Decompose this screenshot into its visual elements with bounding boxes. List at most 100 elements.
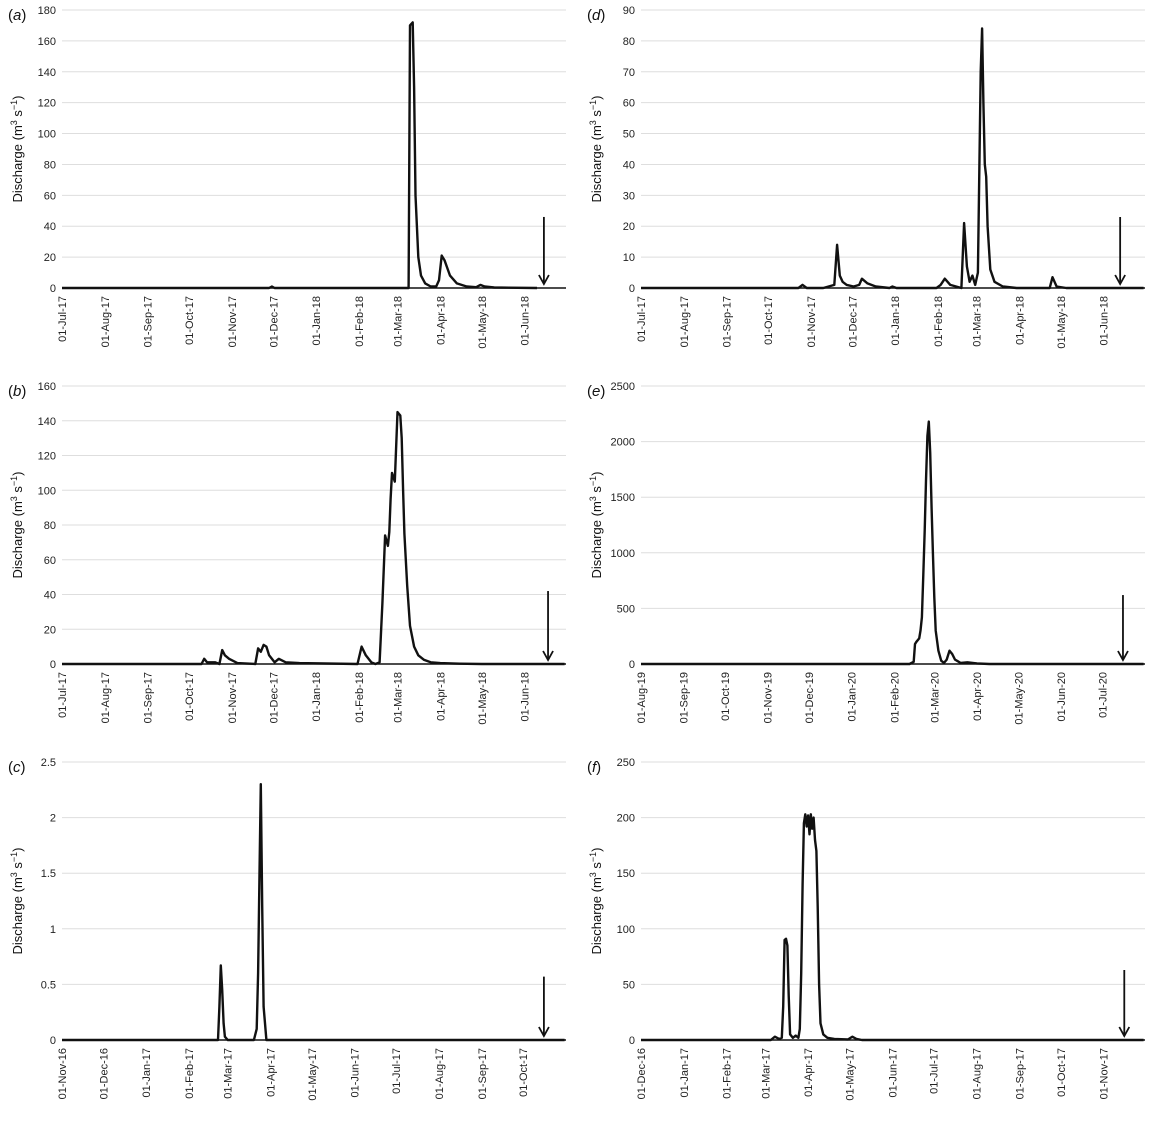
x-tick-label: 01-Sep-17: [143, 296, 155, 347]
x-tick-label: 01-Jul-17: [57, 296, 69, 342]
y-tick-label: 160: [38, 381, 56, 393]
arrow-head: [538, 1026, 550, 1038]
x-tick-label: 01-Mar-18: [972, 296, 984, 347]
y-tick-label: 40: [44, 221, 56, 233]
x-tick-label: 01-Sep-17: [477, 1048, 489, 1099]
y-tick-label: 1.5: [41, 868, 56, 880]
discharge-line: [641, 27, 1144, 290]
discharge-line: [62, 21, 538, 290]
x-tick-label: 01-Mar-18: [393, 672, 405, 723]
chart-a: 0 20 40 60 80 100 120 140 160 180 01-Jul-17 01-Aug-…: [8, 5, 566, 349]
y-tick-label: 0: [629, 1035, 635, 1047]
x-tick-label: 01-Jul-17: [929, 1048, 941, 1094]
y-tick-label: 500: [617, 603, 635, 615]
chart-c: 00.511.522.501-Nov-16 01-Dec-16 01-Jan-17 0…: [8, 757, 566, 1101]
y-tick-label: 0: [50, 1035, 56, 1047]
y-tick-label: 50: [623, 979, 635, 991]
gridlines: [62, 761, 566, 985]
gridlines: [641, 9, 1145, 258]
x-tick-label: 01-Dec-17: [847, 296, 859, 347]
gridlines: [62, 385, 566, 630]
x-tick-label: 01-Aug-19: [636, 672, 648, 723]
x-tick-label: 01-Jan-20: [847, 672, 859, 722]
x-tick-label: 01-Jun-18: [1099, 296, 1111, 346]
panel-label: (c): [8, 759, 26, 776]
x-tick-label: 01-Jul-17: [636, 296, 648, 342]
x-tick-labels: 01-Jul-17 01-Aug-17 01-Sep-17 01-Oct-17 01-N…: [57, 296, 532, 349]
y-tick-label: 100: [38, 129, 56, 141]
x-tick-label: 01-Jun-17: [350, 1048, 362, 1098]
x-tick-label: 01-Feb-18: [933, 296, 945, 347]
y-tick-labels: 0 500 1000 1500 2000 2500: [611, 381, 635, 671]
x-tick-label: 01-Apr-17: [803, 1048, 815, 1097]
y-tick-label: 30: [623, 190, 635, 202]
x-tick-label: 01-Dec-17: [268, 296, 280, 347]
y-tick-label: 200: [617, 813, 635, 825]
arrow-head: [1114, 274, 1126, 286]
x-tick-label: 01-May-18: [1056, 296, 1068, 349]
panel-f: 0 50 100 150 200 250 01-Dec-16 01-Jan-17 01-Feb-…: [579, 752, 1157, 1128]
panel-d: 0 10 20 30 40 50 60 70 80 90 01-Jul-17 01-Aug-17 01-…: [579, 0, 1157, 376]
x-tick-label: 01-Jan-18: [311, 672, 323, 722]
x-tick-label: 01-Mar-17: [223, 1048, 235, 1099]
y-tick-label: 140: [38, 67, 56, 79]
gridlines: [641, 385, 1145, 609]
x-tick-label: 01-Jul-20: [1097, 672, 1109, 718]
x-tick-label: 01-Jun-20: [1056, 672, 1068, 722]
x-tick-label: 01-Nov-19: [763, 672, 775, 723]
x-tick-label: 01-Nov-17: [227, 672, 239, 723]
gridlines: [62, 9, 566, 258]
y-tick-label: 2.5: [41, 757, 56, 769]
y-axis-label: Discharge (m3 s−1): [9, 471, 25, 578]
x-tick-label: 01-Dec-17: [268, 672, 280, 723]
x-tick-label: 01-Apr-18: [435, 296, 447, 345]
x-tick-label: 01-Aug-17: [100, 672, 112, 723]
y-axis-label: Discharge (m3 s−1): [588, 95, 604, 202]
x-tick-label: 01-Aug-17: [972, 1048, 984, 1099]
y-tick-label: 120: [38, 98, 56, 110]
x-tick-label: 01-Aug-17: [434, 1048, 446, 1099]
x-tick-label: 01-May-18: [477, 672, 489, 725]
y-tick-label: 40: [623, 159, 635, 171]
y-tick-label: 20: [44, 624, 56, 636]
x-tick-label: 01-Apr-18: [1014, 296, 1026, 345]
x-tick-label: 01-Mar-18: [393, 296, 405, 347]
x-tick-label: 01-May-17: [845, 1048, 857, 1101]
x-tick-label: 01-Feb-17: [722, 1048, 734, 1099]
x-tick-labels: 01-Jul-17 01-Aug-17 01-Sep-17 01-Oct-17 01-N…: [636, 296, 1111, 349]
x-tick-label: 01-Apr-20: [972, 672, 984, 721]
y-tick-label: 180: [38, 5, 56, 17]
x-tick-label: 01-Aug-17: [100, 296, 112, 347]
y-tick-labels: 0 20 40 60 80 100 120 140 160 180: [38, 5, 56, 295]
y-tick-label: 2: [50, 813, 56, 825]
y-tick-label: 140: [38, 416, 56, 428]
y-tick-label: 250: [617, 757, 635, 769]
x-tick-label: 01-Feb-18: [354, 672, 366, 723]
arrow-annotation: [538, 976, 550, 1038]
y-tick-label: 1000: [611, 548, 635, 560]
x-tick-label: 01-Apr-17: [266, 1048, 278, 1097]
x-tick-label: 01-Oct-17: [184, 296, 196, 345]
x-tick-label: 01-Jun-18: [520, 672, 532, 722]
y-tick-labels: 0 50 100 150 200 250: [617, 757, 635, 1047]
panel-e: 0 500 1000 1500 2000 2500 01-Aug-19 01-Sep-19 01…: [579, 376, 1157, 752]
x-tick-label: 01-Nov-16: [57, 1048, 69, 1099]
y-axis-label: Discharge (m3 s−1): [588, 847, 604, 954]
discharge-line: [62, 410, 565, 666]
y-tick-label: 150: [617, 868, 635, 880]
x-tick-labels: 01-Aug-19 01-Sep-19 01-Oct-19 01-Nov-19 01-D…: [636, 672, 1109, 725]
panel-a: 0 20 40 60 80 100 120 140 160 180 01-Jul-17 01-Aug-…: [0, 0, 578, 376]
y-tick-labels: 0 10 20 30 40 50 60 70 80 90: [623, 5, 635, 295]
panel-label: (b): [8, 383, 26, 400]
y-tick-label: 50: [623, 129, 635, 141]
y-tick-label: 60: [44, 190, 56, 202]
x-tick-label: 01-Oct-17: [763, 296, 775, 345]
y-tick-label: 160: [38, 36, 56, 48]
x-tick-labels: 01-Dec-16 01-Jan-17 01-Feb-17 01-Mar-17 01-A…: [636, 1048, 1111, 1101]
x-tick-label: 01-Nov-17: [227, 296, 239, 347]
y-tick-label: 1: [50, 924, 56, 936]
y-tick-label: 70: [623, 67, 635, 79]
x-tick-label: 01-Dec-19: [804, 672, 816, 723]
